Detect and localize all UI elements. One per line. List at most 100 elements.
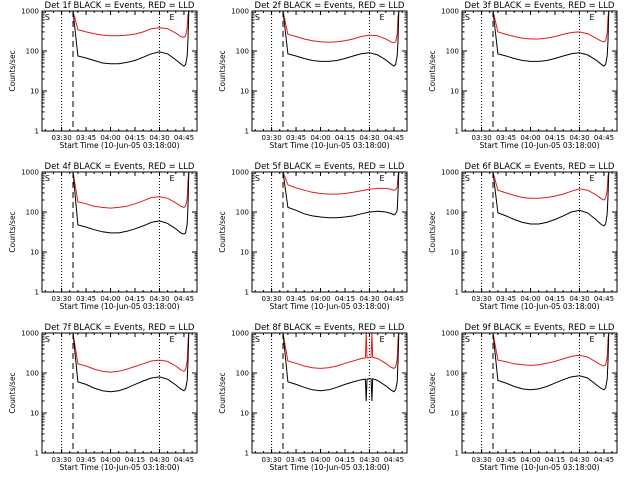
chart-panel-8: Det 8f BLACK = Events, RED = LLD 1 10 100 10… [218,323,408,472]
x-tick-label: 04:00 [310,295,330,303]
x-tick-label: 03:30 [471,456,491,464]
y-tick-label: 1000 [21,8,39,16]
start-marker-label: S [255,335,260,344]
chart-title: Det 2f BLACK = Events, RED = LLD [255,1,405,11]
y-tick-label: 1 [35,450,39,458]
y-tick-label: 1 [245,289,249,297]
series-black-events-line [253,171,400,219]
plot-frame [41,10,198,132]
chart-title: Det 5f BLACK = Events, RED = LLD [255,162,405,172]
x-tick-label: 04:45 [174,134,194,142]
x-tick-label: 03:30 [51,134,71,142]
plot-frame [251,10,408,132]
y-tick-label: 100 [446,209,459,217]
chart-title: Det 9f BLACK = Events, RED = LLD [465,323,615,333]
y-tick-label: 1000 [21,169,39,177]
x-axis-label: Start Time (10-Jun-05 03:18:00) [270,141,390,150]
start-marker-label: S [465,13,470,22]
x-tick-label: 04:45 [384,295,404,303]
x-tick-label: 04:00 [100,295,120,303]
x-tick-label: 04:00 [100,134,120,142]
y-tick-label: 100 [26,48,39,56]
plot-frame [41,332,198,454]
x-tick-label: 04:15 [125,295,145,303]
y-tick-label: 1000 [441,8,459,16]
series-red-lld-line [43,171,190,209]
x-tick-label: 03:30 [51,295,71,303]
chart-panel-4: Det 4f BLACK = Events, RED = LLD 1 10 100 10… [8,162,198,311]
x-tick-label: 03:45 [286,456,306,464]
y-axis-label: Counts/sec [8,211,17,252]
y-tick-label: 100 [236,209,249,217]
y-tick-label: 10 [450,88,459,96]
y-tick-label: 1 [245,128,249,136]
x-tick-label: 04:45 [174,295,194,303]
y-tick-label: 10 [30,410,39,418]
x-tick-label: 03:45 [76,134,96,142]
y-axis-label: Counts/sec [218,211,227,252]
plot-frame [461,171,618,293]
y-tick-label: 1000 [441,330,459,338]
x-tick-label: 04:15 [335,295,355,303]
chart-panel-9: Det 9f BLACK = Events, RED = LLD 1 10 100 10… [428,323,618,472]
x-tick-label: 04:15 [545,134,565,142]
x-tick-label: 03:30 [261,456,281,464]
y-tick-label: 100 [236,370,249,378]
x-tick-label: 04:15 [545,456,565,464]
x-tick-label: 03:45 [496,456,516,464]
y-tick-label: 1 [245,450,249,458]
series-black-events-line [43,10,190,67]
x-axis-label: Start Time (10-Jun-05 03:18:00) [270,302,390,311]
x-tick-label: 04:30 [149,295,169,303]
start-marker-label: S [255,13,260,22]
x-tick-label: 03:45 [76,295,96,303]
end-marker-label: E [590,13,595,22]
x-tick-label: 03:45 [286,295,306,303]
x-tick-label: 03:45 [496,295,516,303]
series-black-events-line [253,10,400,67]
y-axis-label: Counts/sec [428,50,437,91]
end-marker-label: E [380,13,385,22]
x-tick-label: 03:30 [261,295,281,303]
series-black-events-line [253,332,400,402]
y-tick-label: 10 [450,249,459,257]
x-axis-label: Start Time (10-Jun-05 03:18:00) [480,302,600,311]
x-tick-label: 04:45 [594,134,614,142]
y-axis-label: Counts/sec [428,211,437,252]
x-tick-label: 03:30 [471,134,491,142]
plot-frame [251,332,408,454]
chart-panel-2: Det 2f BLACK = Events, RED = LLD 1 10 100 10… [218,1,408,150]
start-marker-label: S [255,174,260,183]
series-red-lld-line [43,332,190,373]
chart-panel-5: Det 5f BLACK = Events, RED = LLD 1 10 100 10… [218,162,408,311]
x-tick-label: 04:00 [310,134,330,142]
chart-title: Det 8f BLACK = Events, RED = LLD [255,323,405,333]
end-marker-label: E [170,174,175,183]
series-red-lld-line [43,10,190,38]
y-tick-label: 1 [35,128,39,136]
x-tick-label: 03:30 [471,295,491,303]
y-tick-label: 1000 [231,8,249,16]
end-marker-label: E [590,335,595,344]
x-tick-label: 04:30 [359,134,379,142]
x-axis-label: Start Time (10-Jun-05 03:18:00) [480,141,600,150]
x-tick-label: 04:00 [520,134,540,142]
y-tick-label: 10 [30,88,39,96]
y-axis-label: Counts/sec [218,50,227,91]
x-tick-label: 04:00 [100,456,120,464]
start-marker-label: S [45,174,50,183]
y-axis-label: Counts/sec [428,372,437,413]
end-marker-label: E [380,335,385,344]
end-marker-label: E [170,13,175,22]
x-tick-label: 04:15 [125,134,145,142]
start-marker-label: S [465,335,470,344]
x-axis-label: Start Time (10-Jun-05 03:18:00) [60,141,180,150]
chart-title: Det 7f BLACK = Events, RED = LLD [45,323,195,333]
y-tick-label: 100 [446,370,459,378]
series-black-events-line [43,171,190,235]
start-marker-label: S [45,13,50,22]
x-tick-label: 04:45 [384,134,404,142]
x-tick-label: 04:00 [310,456,330,464]
x-axis-label: Start Time (10-Jun-05 03:18:00) [60,302,180,311]
